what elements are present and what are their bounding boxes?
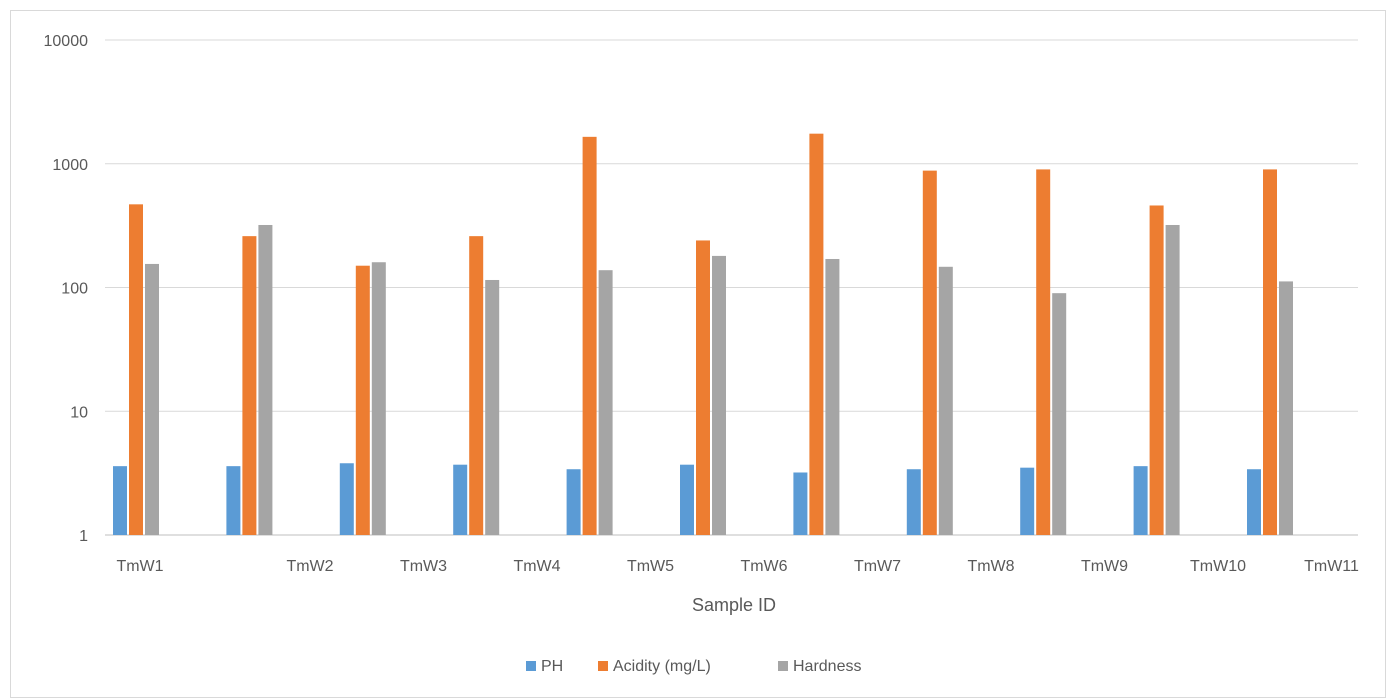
- bar-hardness-5: [598, 270, 613, 535]
- bar-hardness-3: [371, 262, 386, 535]
- bar-ph-6: [680, 464, 694, 535]
- bar-ph-11: [1247, 469, 1261, 535]
- bar-hardness-8: [938, 266, 953, 535]
- x-tick-label: TmW5: [627, 558, 674, 575]
- legend-label: Acidity (mg/L): [613, 658, 711, 675]
- bar-hardness-11: [1279, 281, 1293, 535]
- legend-swatch: [778, 661, 788, 671]
- bar-acidity-mg-l-6: [696, 240, 710, 535]
- x-axis-tick-labels: TmW1 TmW2 TmW3 TmW4 TmW5 TmW6 TmW7 TmW8 TmW9 TmW1…: [116, 558, 1359, 575]
- legend: PH Acidity (mg/L) Hardness: [526, 658, 861, 675]
- bar-hardness-6: [712, 255, 726, 535]
- x-tick-label: TmW7: [854, 558, 901, 575]
- y-tick-label: 10000: [44, 33, 89, 50]
- legend-label: Hardness: [793, 658, 861, 675]
- x-tick-label: TmW4: [513, 558, 560, 575]
- bar-acidity-mg-l-4: [469, 236, 484, 536]
- x-tick-label: TmW10: [1190, 558, 1246, 575]
- legend-swatch: [598, 661, 608, 671]
- bar-acidity-mg-l-10: [1149, 205, 1164, 536]
- bar-acidity-mg-l-11: [1263, 169, 1277, 536]
- y-tick-label: 1000: [52, 157, 88, 174]
- bar-hardness-7: [825, 258, 840, 535]
- bar-ph-2: [226, 466, 241, 535]
- bar-acidity-mg-l-5: [582, 136, 597, 535]
- bar-ph-3: [339, 463, 354, 535]
- x-tick-label: TmW1: [116, 558, 163, 575]
- bar-acidity-mg-l-7: [809, 133, 824, 535]
- x-tick-label: TmW3: [400, 558, 447, 575]
- legend-label: PH: [541, 658, 563, 675]
- bar-ph-7: [793, 472, 808, 535]
- bar-hardness-1: [145, 263, 159, 535]
- bar-acidity-mg-l-9: [1036, 169, 1051, 536]
- y-tick-label: 100: [61, 281, 88, 298]
- bar-ph-1: [113, 466, 127, 535]
- x-tick-label: TmW8: [967, 558, 1014, 575]
- y-tick-label: 1: [79, 528, 88, 545]
- y-tick-label: 10: [70, 404, 88, 421]
- gridlines: [105, 39, 1358, 536]
- bar-ph-4: [453, 464, 468, 535]
- x-tick-label: TmW9: [1081, 558, 1128, 575]
- x-tick-label: TmW11: [1304, 558, 1359, 575]
- y-axis-tick-labels: 1 10 100 1000 10000: [44, 33, 89, 545]
- x-tick-label: TmW2: [286, 558, 333, 575]
- bar-ph-5: [566, 469, 581, 535]
- bar-acidity-mg-l-3: [355, 265, 370, 535]
- bars: [113, 133, 1293, 536]
- x-axis-title: Sample ID: [692, 595, 776, 615]
- bar-ph-8: [906, 469, 921, 535]
- bar-hardness-2: [258, 224, 273, 536]
- bar-ph-10: [1133, 466, 1148, 535]
- bar-hardness-4: [485, 279, 500, 535]
- bar-acidity-mg-l-8: [922, 170, 937, 535]
- bar-acidity-mg-l-1: [129, 204, 143, 536]
- bar-ph-9: [1020, 467, 1035, 535]
- x-tick-label: TmW6: [740, 558, 787, 575]
- bar-hardness-9: [1052, 293, 1067, 535]
- bar-acidity-mg-l-2: [242, 236, 257, 536]
- bar-hardness-10: [1165, 224, 1180, 536]
- legend-swatch: [526, 661, 536, 671]
